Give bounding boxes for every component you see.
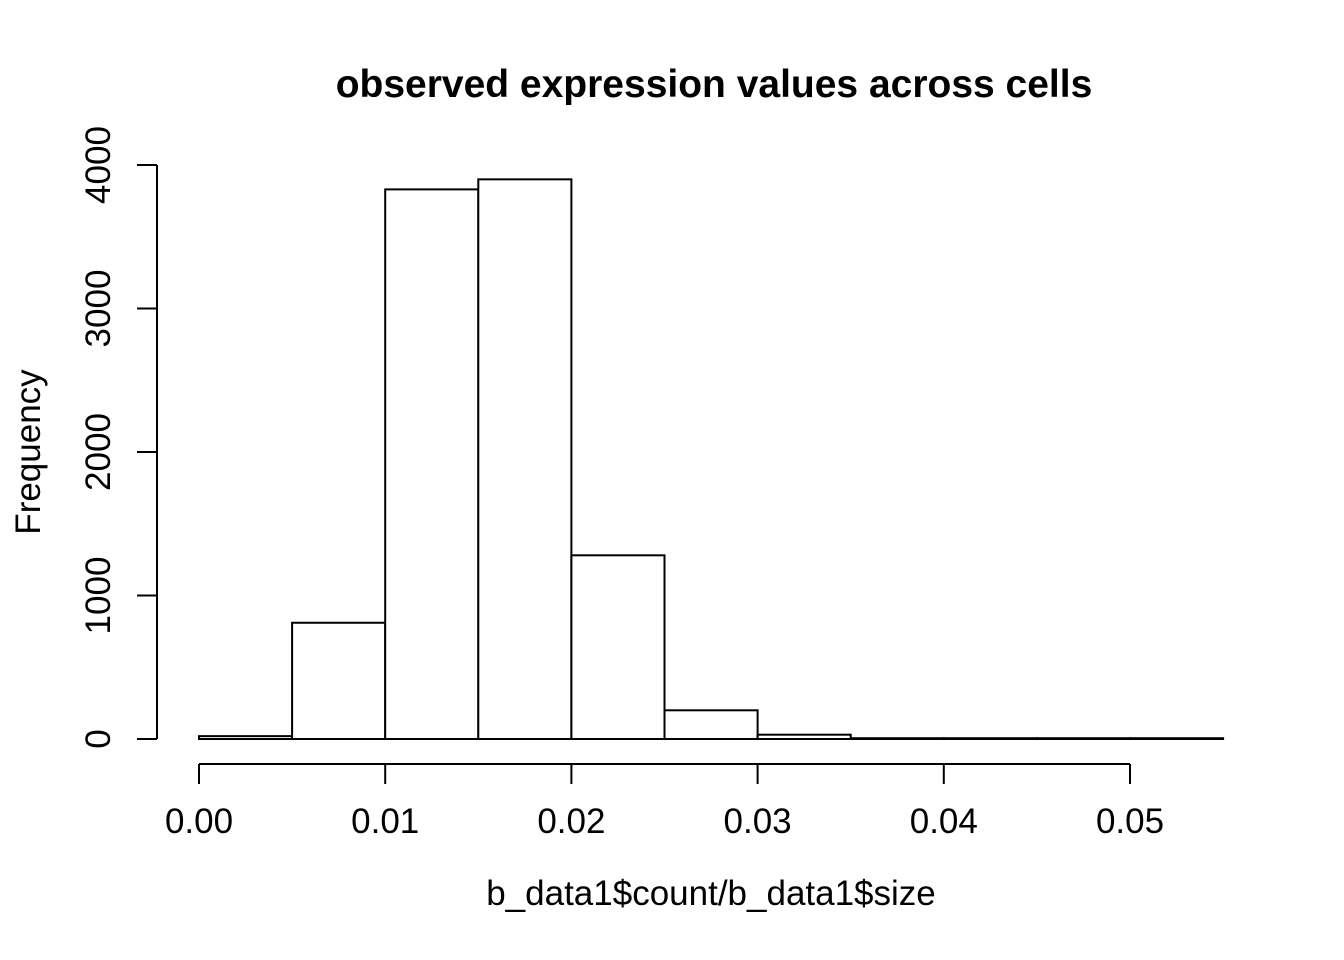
histogram-bar xyxy=(849,737,945,741)
histogram-bar xyxy=(291,621,387,741)
y-tick-label: 1000 xyxy=(79,557,118,635)
histogram-bar xyxy=(663,709,759,740)
y-tick-label: 0 xyxy=(79,729,118,748)
x-tick-label: 0.05 xyxy=(1096,802,1164,841)
chart-title: observed expression values across cells xyxy=(336,63,1093,106)
histogram-bar xyxy=(198,735,294,741)
x-axis-title: b_data1$count/b_data1$size xyxy=(486,874,936,913)
y-axis-title: Frequency xyxy=(9,369,48,535)
histogram-bar xyxy=(477,178,573,741)
histogram-bar xyxy=(570,554,666,740)
x-tick-label: 0.03 xyxy=(724,802,792,841)
x-tick-label: 0.02 xyxy=(537,802,605,841)
x-axis: 0.00 0.01 0.02 0.03 0.04 0.05 xyxy=(165,763,1164,841)
y-tick-label: 4000 xyxy=(79,126,118,204)
x-tick-label: 0.00 xyxy=(165,802,233,841)
y-axis: 0 1000 2000 3000 4000 xyxy=(79,126,158,749)
y-tick-label: 3000 xyxy=(79,270,118,348)
y-tick-label: 2000 xyxy=(79,413,118,491)
x-tick-label: 0.04 xyxy=(910,802,978,841)
bars-group xyxy=(198,178,1225,741)
histogram-bar xyxy=(942,737,1038,741)
histogram-bar xyxy=(384,188,480,740)
histogram-bar xyxy=(1035,737,1132,741)
x-tick-label: 0.01 xyxy=(351,802,419,841)
histogram-bar xyxy=(1129,737,1225,741)
histogram-bar xyxy=(756,733,852,741)
